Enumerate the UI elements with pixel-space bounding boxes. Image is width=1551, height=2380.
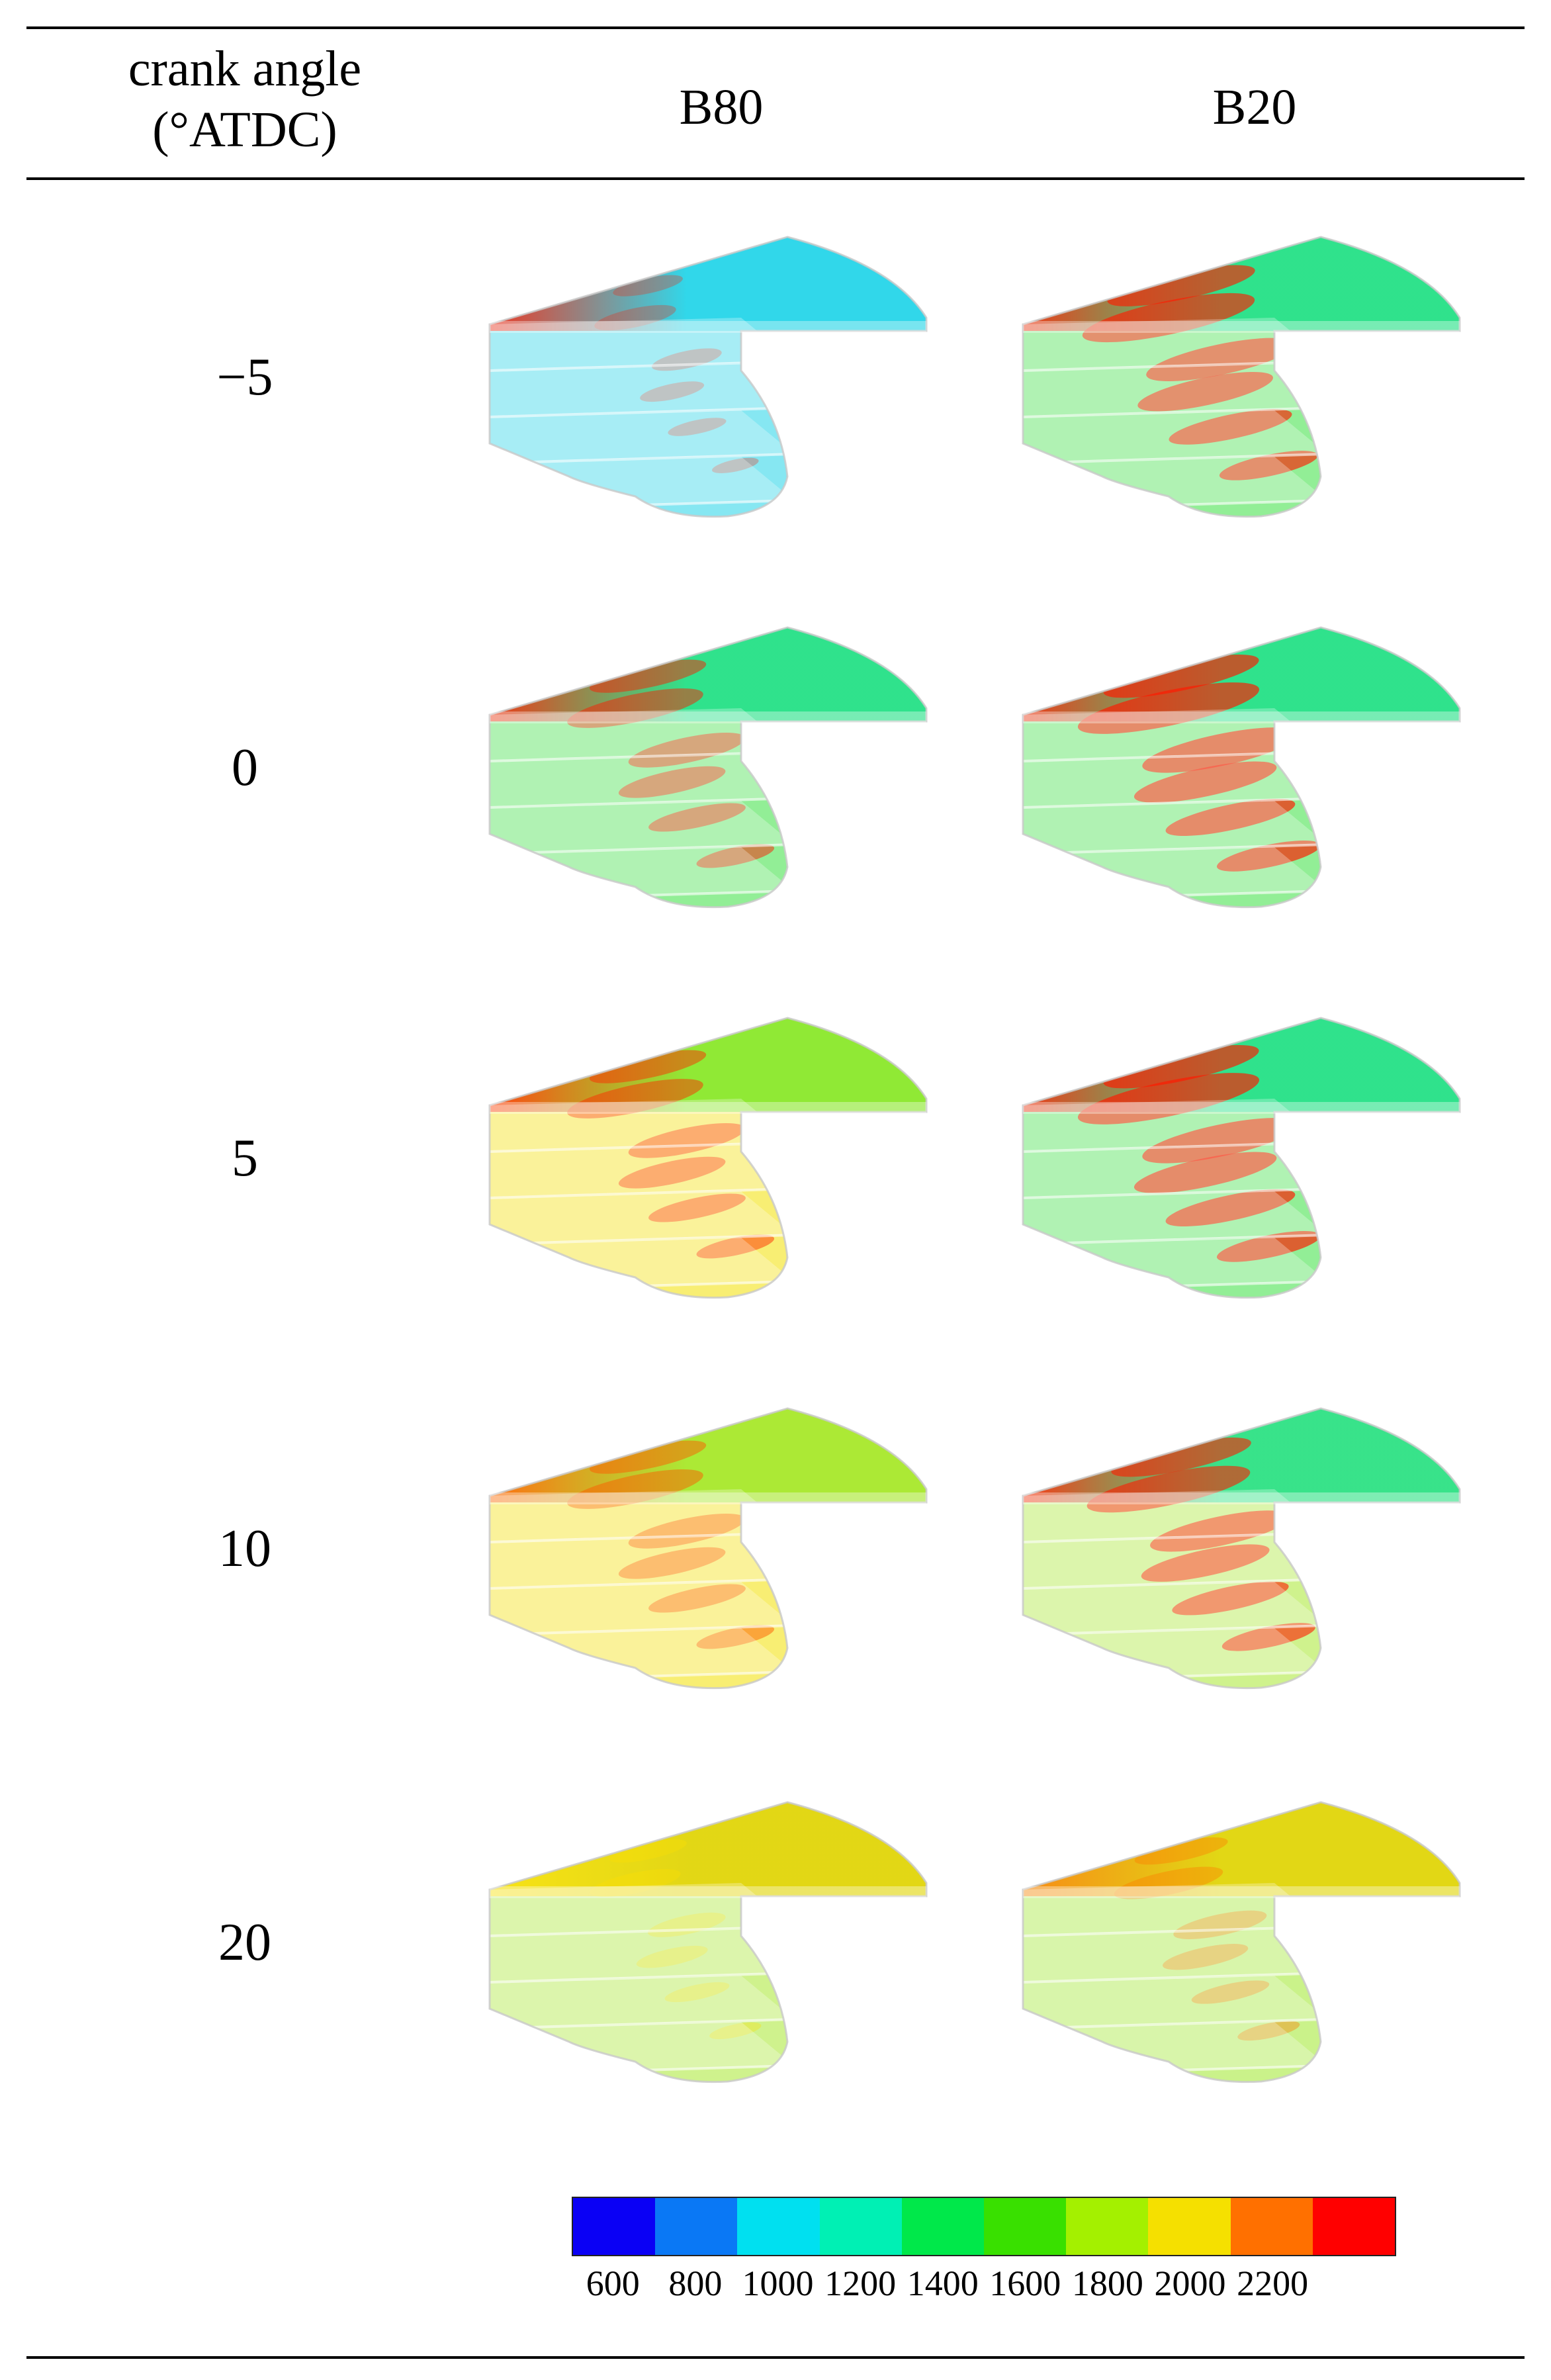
chamber-contour-plot xyxy=(1022,626,1461,909)
crank-angle-label: 5 xyxy=(232,1129,258,1187)
chamber-contour-plot xyxy=(1022,1017,1461,1299)
b80-temperature-field xyxy=(463,1784,966,2101)
colorbar-segment xyxy=(737,2198,820,2255)
colorbar-segment xyxy=(573,2198,656,2255)
colorbar-segment xyxy=(901,2198,985,2255)
chamber-contour-plot xyxy=(488,1407,928,1690)
header-crank-angle-line1: crank angle xyxy=(128,41,362,97)
colorbar-tick-label: 1000 xyxy=(742,2264,814,2303)
chamber-contour-plot xyxy=(1022,1407,1461,1690)
chamber-contour-plot xyxy=(488,1017,928,1299)
table-top-rule xyxy=(26,26,1525,29)
header-b80: B80 xyxy=(679,79,764,135)
header-crank-angle: crank angle (°ATDC) xyxy=(79,38,410,160)
colorbar-segment xyxy=(1230,2198,1313,2255)
chamber-contour-plot xyxy=(1022,1801,1461,2083)
crank-angle-label: 20 xyxy=(218,1913,271,1972)
b80-temperature-field xyxy=(463,609,966,927)
colorbar-tick-label: 600 xyxy=(586,2264,640,2303)
table-header-rule xyxy=(26,177,1525,180)
b20-temperature-field xyxy=(997,1390,1499,1708)
colorbar-tick-label: 1600 xyxy=(989,2264,1061,2303)
colorbar-segment xyxy=(984,2198,1067,2255)
b20-temperature-field xyxy=(997,609,1499,927)
colorbar-segment xyxy=(1066,2198,1149,2255)
colorbar-segment xyxy=(819,2198,902,2255)
crank-angle-label: −5 xyxy=(216,348,273,406)
colorbar-tick-label: 1800 xyxy=(1071,2264,1143,2303)
chamber-contour-plot xyxy=(1022,236,1461,518)
colorbar-tick-label: 2200 xyxy=(1237,2264,1309,2303)
b80-temperature-field xyxy=(463,218,966,536)
chamber-contour-plot xyxy=(488,1801,928,2083)
temperature-colorbar xyxy=(572,2197,1396,2256)
crank-angle-label: 0 xyxy=(232,739,258,797)
colorbar-tick-label: 800 xyxy=(668,2264,723,2303)
header-b20: B20 xyxy=(1212,79,1297,135)
colorbar-segment xyxy=(655,2198,738,2255)
colorbar-tick-labels: 600 800 1000 1200 1400 1600 1800 2000 2200 xyxy=(572,2264,1396,2303)
table-bottom-rule xyxy=(26,2356,1525,2359)
colorbar-tick-label: 2000 xyxy=(1154,2264,1226,2303)
chamber-contour-plot xyxy=(488,626,928,909)
colorbar-segment xyxy=(1148,2198,1231,2255)
colorbar-segment xyxy=(1312,2198,1396,2255)
crank-angle-label: 10 xyxy=(218,1520,271,1578)
b20-temperature-field xyxy=(997,999,1499,1317)
b20-temperature-field xyxy=(997,218,1499,536)
b80-temperature-field xyxy=(463,1390,966,1708)
colorbar-tick-label: 1200 xyxy=(824,2264,897,2303)
b20-temperature-field xyxy=(997,1784,1499,2101)
colorbar-tick-label: 1400 xyxy=(907,2264,979,2303)
header-crank-angle-line2: (°ATDC) xyxy=(152,102,337,158)
chamber-contour-plot xyxy=(488,236,928,518)
b80-temperature-field xyxy=(463,999,966,1317)
